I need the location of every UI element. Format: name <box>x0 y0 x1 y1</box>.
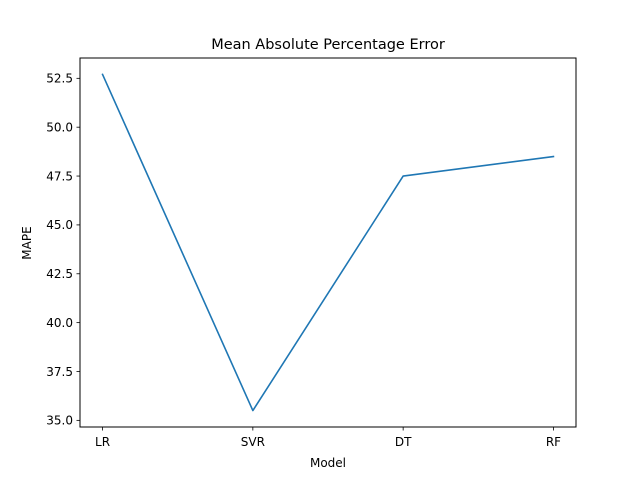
y-tick-label: 52.5 <box>46 72 73 86</box>
y-tick-label: 37.5 <box>46 365 73 379</box>
x-tick-label: SVR <box>241 435 265 449</box>
series-line <box>101 73 555 412</box>
y-tick-label: 50.0 <box>46 120 73 134</box>
x-axis: LR SVR DT RF <box>95 427 561 449</box>
y-tick-label: 47.5 <box>46 169 73 183</box>
y-tick-label: 42.5 <box>46 267 73 281</box>
x-axis-label: Model <box>310 456 346 470</box>
y-tick-label: 45.0 <box>46 218 73 232</box>
plot-area <box>79 57 577 428</box>
y-axis-label: MAPE <box>20 226 34 259</box>
chart-title: Mean Absolute Percentage Error <box>211 37 445 53</box>
y-axis: 35.0 37.5 40.0 42.5 45.0 47.5 50.0 52.5 <box>46 72 80 428</box>
x-tick-label: RF <box>546 435 561 449</box>
axes-frame <box>79 57 577 428</box>
x-tick-label: LR <box>95 435 110 449</box>
y-tick-label: 35.0 <box>46 414 73 428</box>
y-tick-label: 40.0 <box>46 316 73 330</box>
series-layer <box>101 73 555 412</box>
x-tick-label: DT <box>395 435 412 449</box>
